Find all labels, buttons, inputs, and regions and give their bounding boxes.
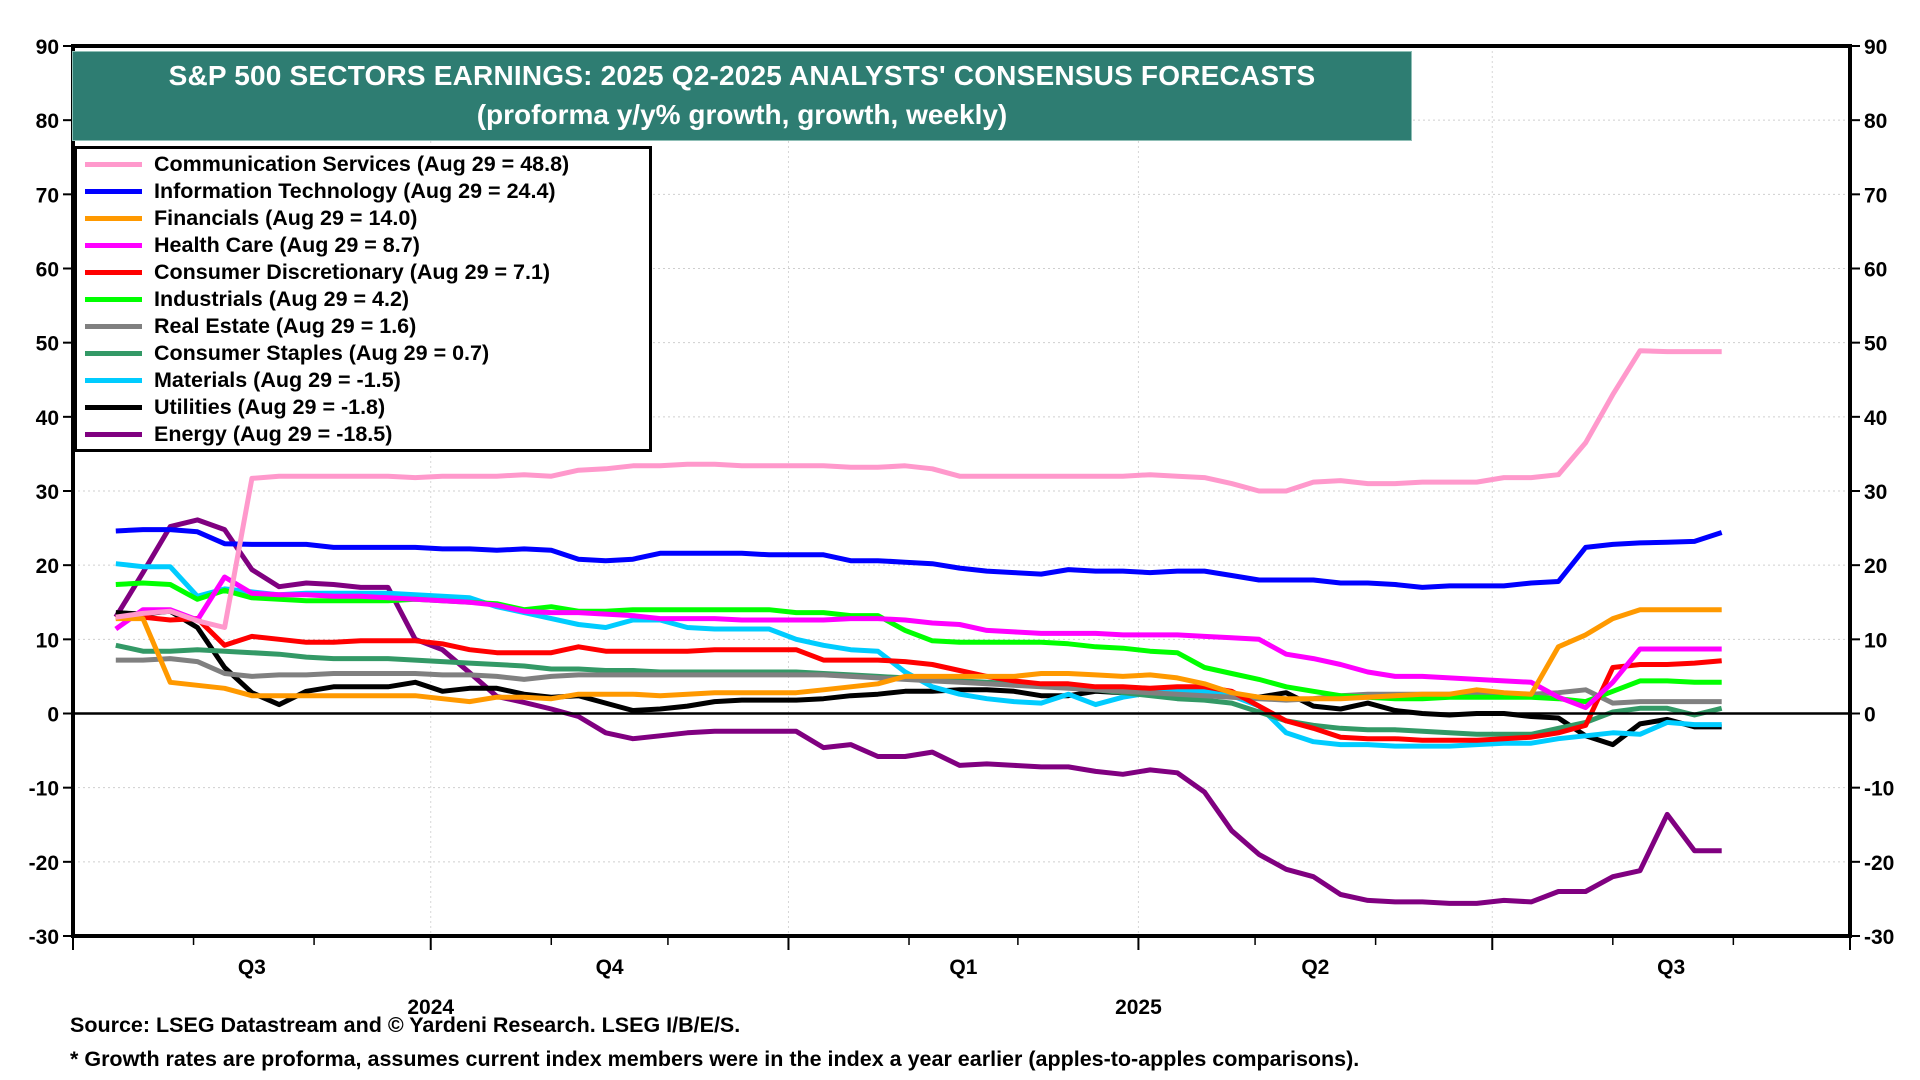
legend-item: Financials (Aug 29 = 14.0) bbox=[85, 205, 649, 232]
series-line-health-care bbox=[114, 574, 1722, 711]
legend-swatch bbox=[85, 432, 142, 437]
y-tick-label-right: -30 bbox=[1864, 926, 1894, 949]
x-year-label: 2025 bbox=[1115, 996, 1162, 1019]
legend-item: Information Technology (Aug 29 = 24.4) bbox=[85, 178, 649, 205]
y-tick-label-right: 60 bbox=[1864, 259, 1887, 282]
series-line-materials bbox=[115, 561, 1722, 749]
legend-swatch bbox=[85, 297, 142, 302]
legend-item: Utilities (Aug 29 = -1.8) bbox=[85, 394, 649, 421]
x-quarter-label: Q1 bbox=[949, 956, 977, 979]
legend-label: Health Care (Aug 29 = 8.7) bbox=[154, 233, 420, 257]
legend-swatch bbox=[85, 351, 142, 356]
y-tick-label-left: 40 bbox=[36, 407, 59, 430]
legend-swatch bbox=[85, 378, 142, 383]
legend-item: Materials (Aug 29 = -1.5) bbox=[85, 367, 649, 394]
legend-label: Consumer Staples (Aug 29 = 0.7) bbox=[154, 341, 490, 365]
legend-label: Utilities (Aug 29 = -1.8) bbox=[154, 395, 386, 419]
legend: Communication Services (Aug 29 = 48.8) In… bbox=[74, 146, 652, 452]
growth-footnote: * Growth rates are proforma, assumes cur… bbox=[70, 1047, 1360, 1071]
legend-label: Communication Services (Aug 29 = 48.8) bbox=[154, 152, 570, 176]
legend-swatch bbox=[85, 189, 142, 194]
y-tick-label-right: -10 bbox=[1864, 778, 1894, 801]
y-tick-label-left: 10 bbox=[36, 629, 59, 652]
x-quarter-label: Q3 bbox=[238, 956, 266, 979]
y-tick-label-right: 30 bbox=[1864, 481, 1887, 504]
y-tick-label-left: 70 bbox=[36, 184, 59, 207]
y-axis-right: 90 80 70 60 50 40 30 20 10 0 -10 -20 -30 bbox=[1850, 36, 1894, 949]
chart-title: S&P 500 SECTORS EARNINGS: 2025 Q2-2025 A… bbox=[168, 60, 1316, 91]
legend-item: Consumer Staples (Aug 29 = 0.7) bbox=[85, 340, 649, 367]
x-quarter-label: Q4 bbox=[596, 956, 624, 979]
y-tick-label-left: 20 bbox=[36, 555, 59, 578]
y-tick-label-left: 50 bbox=[36, 333, 59, 356]
y-tick-label-left: 90 bbox=[36, 36, 59, 59]
legend-swatch bbox=[85, 216, 142, 221]
x-year-label: 2024 bbox=[407, 996, 454, 1019]
y-tick-label-right: 80 bbox=[1864, 110, 1887, 133]
y-tick-label-right: 50 bbox=[1864, 333, 1887, 356]
legend-item: Health Care (Aug 29 = 8.7) bbox=[85, 232, 649, 259]
series-line-communication-services bbox=[115, 348, 1722, 630]
y-tick-label-left: -30 bbox=[29, 926, 59, 949]
legend-item: Real Estate (Aug 29 = 1.6) bbox=[85, 313, 649, 340]
series-line-consumer-discretionary bbox=[115, 614, 1722, 743]
y-tick-label-right: 40 bbox=[1864, 407, 1887, 430]
legend-item: Energy (Aug 29 = -18.5) bbox=[85, 421, 649, 448]
legend-label: Information Technology (Aug 29 = 24.4) bbox=[154, 179, 556, 203]
legend-swatch bbox=[85, 162, 142, 167]
legend-swatch bbox=[85, 324, 142, 329]
legend-label: Real Estate (Aug 29 = 1.6) bbox=[154, 314, 417, 338]
legend-label: Industrials (Aug 29 = 4.2) bbox=[154, 287, 410, 311]
legend-swatch bbox=[85, 270, 142, 275]
series-line-financials bbox=[115, 607, 1722, 705]
y-tick-label-left: 0 bbox=[47, 704, 59, 727]
y-tick-label-left: 60 bbox=[36, 259, 59, 282]
x-axis: Q3 2024 Q4 Q1 Q2 2025 Q3 bbox=[72, 936, 1851, 1019]
legend-item: Consumer Discretionary (Aug 29 = 7.1) bbox=[85, 259, 649, 286]
legend-label: Consumer Discretionary (Aug 29 = 7.1) bbox=[154, 260, 551, 284]
y-tick-label-right: 20 bbox=[1864, 555, 1887, 578]
chart-subtitle: (proforma y/y% growth, growth, weekly) bbox=[476, 99, 1008, 130]
source-note: Source: LSEG Datastream and © Yardeni Re… bbox=[70, 1013, 741, 1037]
y-tick-label-right: 70 bbox=[1864, 184, 1887, 207]
series-line-industrials bbox=[115, 580, 1722, 705]
legend-swatch bbox=[85, 243, 142, 248]
y-tick-label-right: -20 bbox=[1864, 852, 1894, 875]
legend-label: Energy (Aug 29 = -18.5) bbox=[154, 422, 393, 446]
y-tick-label-right: 10 bbox=[1864, 629, 1887, 652]
x-quarter-label: Q2 bbox=[1301, 956, 1329, 979]
x-quarter-label: Q3 bbox=[1657, 956, 1685, 979]
series-line-energy bbox=[113, 517, 1722, 906]
y-tick-label-right: 90 bbox=[1864, 36, 1887, 59]
legend-label: Financials (Aug 29 = 14.0) bbox=[154, 206, 418, 230]
legend-swatch bbox=[85, 405, 142, 410]
legend-label: Materials (Aug 29 = -1.5) bbox=[154, 368, 401, 392]
y-tick-label-left: -10 bbox=[29, 778, 59, 801]
series-line-information-technology bbox=[115, 527, 1723, 590]
y-tick-label-right: 0 bbox=[1864, 704, 1876, 727]
chart-title-box: S&P 500 SECTORS EARNINGS: 2025 Q2-2025 A… bbox=[72, 51, 1412, 141]
y-tick-label-left: 30 bbox=[36, 481, 59, 504]
y-axis-left: 90 80 70 60 50 40 30 20 10 0 -10 -20 -30 bbox=[29, 36, 73, 949]
legend-item: Industrials (Aug 29 = 4.2) bbox=[85, 286, 649, 313]
legend-item: Communication Services (Aug 29 = 48.8) bbox=[85, 151, 649, 178]
y-tick-label-left: 80 bbox=[36, 110, 59, 133]
y-tick-label-left: -20 bbox=[29, 852, 59, 875]
